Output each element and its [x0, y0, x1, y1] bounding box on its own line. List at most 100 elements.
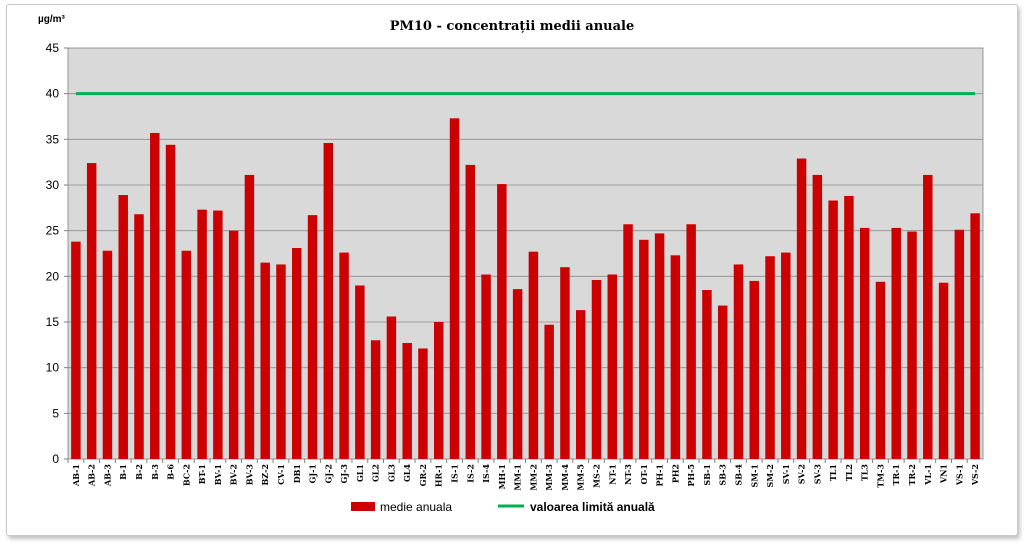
- x-tick-label: NT-1: [607, 464, 617, 485]
- legend: medie anuala valoarea limită anuală: [351, 500, 655, 514]
- x-tick-label: MM-2: [528, 464, 538, 491]
- y-tick-label: 25: [46, 224, 60, 238]
- x-tick-label: MS-2: [591, 464, 601, 488]
- x-tick-label: GJ-3: [339, 464, 349, 484]
- y-tick-label: 0: [52, 452, 59, 466]
- bar: [686, 224, 696, 459]
- x-tick-label: VS-1: [954, 464, 964, 486]
- x-tick-label: SV-2: [797, 464, 807, 484]
- x-tick-label: B-3: [150, 464, 160, 480]
- bar: [244, 174, 255, 459]
- bar: [228, 230, 239, 459]
- x-tick-labels: AB-1 AB-2 AB-3 B-1 B-2 B-3 B-6 BC-2 BT-1 BV-1 BV-2…: [67, 459, 980, 491]
- bar: [828, 200, 838, 459]
- x-tick-label: SM-2: [765, 464, 775, 488]
- bar: [307, 215, 318, 459]
- x-tick-label: SV-3: [812, 464, 822, 485]
- x-tick-label: BV-3: [244, 464, 254, 486]
- bar: [418, 348, 428, 459]
- y-tick-label: 20: [46, 269, 60, 283]
- x-tick-label: IS-1: [450, 464, 460, 483]
- bar: [907, 231, 917, 459]
- bar: [260, 262, 270, 459]
- x-tick-label: VS-2: [970, 464, 980, 486]
- x-tick-label: BT-1: [197, 464, 207, 484]
- x-tick-label: GL2: [371, 464, 381, 482]
- x-tick-label: SB-3: [718, 464, 728, 486]
- x-tick-label: PH2: [670, 464, 680, 483]
- y-tick-label: 45: [46, 41, 60, 55]
- x-tick-label: MM-1: [513, 464, 523, 491]
- legend-label-bar: medie anuala: [380, 500, 452, 514]
- bar: [386, 316, 397, 459]
- bar: [402, 343, 412, 459]
- bar: [923, 174, 933, 459]
- bar: [844, 195, 854, 459]
- x-tick-label: AB-1: [71, 464, 81, 487]
- x-tick-label: AB-3: [102, 464, 112, 487]
- bar: [812, 174, 823, 459]
- x-tick-label: BV-2: [229, 464, 239, 485]
- x-tick-label: IS-4: [481, 464, 491, 483]
- bar: [355, 285, 365, 459]
- x-tick-label: B-6: [166, 464, 176, 480]
- bar: [102, 250, 113, 459]
- x-tick-label: SV-1: [781, 464, 791, 484]
- x-tick-label: MH-1: [497, 464, 507, 489]
- bar: [434, 322, 444, 459]
- bar: [197, 209, 207, 459]
- y-axis-unit: µg/m³: [38, 14, 66, 25]
- x-tick-label: TL2: [844, 464, 854, 481]
- bar: [150, 132, 160, 459]
- y-tick-label: 40: [46, 87, 60, 101]
- bar: [481, 274, 491, 459]
- legend-swatch-bar: [351, 502, 375, 511]
- bar: [796, 158, 807, 459]
- x-tick-label: AB-2: [87, 464, 97, 487]
- x-tick-label: MM-4: [560, 464, 570, 491]
- bar: [591, 279, 602, 459]
- bar: [512, 289, 523, 459]
- bar: [497, 184, 507, 459]
- bar: [323, 142, 334, 459]
- bar: [938, 282, 949, 459]
- x-tick-label: TL1: [828, 464, 838, 481]
- x-tick-label: BZ-2: [260, 464, 270, 486]
- x-tick-label: PH-5: [686, 464, 696, 486]
- y-tick-label: 30: [46, 178, 60, 192]
- x-tick-label: GL3: [386, 464, 396, 482]
- bar: [339, 252, 349, 459]
- bar: [781, 252, 791, 459]
- x-tick-label: CV-1: [276, 464, 286, 485]
- bar: [134, 214, 144, 459]
- x-tick-label: B-1: [118, 464, 128, 480]
- x-tick-label: IS-2: [465, 464, 475, 483]
- bar: [733, 264, 744, 459]
- chart-title: PM10 - concentrații medii anuale: [390, 19, 635, 34]
- y-tick-label: 15: [46, 315, 60, 329]
- bar: [954, 229, 965, 459]
- x-tick-label: B-2: [134, 464, 144, 480]
- bar: [544, 324, 554, 459]
- x-tick-label: GL1: [355, 464, 365, 482]
- y-tick-label: 5: [52, 406, 59, 420]
- bar: [560, 267, 570, 459]
- bar: [213, 210, 223, 459]
- x-tick-label: TR-1: [891, 464, 901, 486]
- bar: [118, 195, 128, 459]
- bar: [276, 264, 286, 459]
- bar: [181, 250, 192, 459]
- bar: [859, 227, 870, 459]
- bar: [639, 239, 649, 459]
- x-tick-label: HR-1: [434, 464, 444, 487]
- bar: [449, 118, 460, 460]
- x-tick-label: SB-4: [733, 464, 743, 486]
- x-tick-label: TM-3: [875, 464, 885, 488]
- legend-label-line: valoarea limită anuală: [530, 500, 655, 514]
- bar: [717, 305, 728, 459]
- bar: [875, 281, 886, 459]
- y-tick-label: 35: [46, 132, 60, 146]
- bar: [891, 227, 901, 459]
- x-tick-label: NT-3: [623, 464, 633, 485]
- bar: [970, 213, 980, 459]
